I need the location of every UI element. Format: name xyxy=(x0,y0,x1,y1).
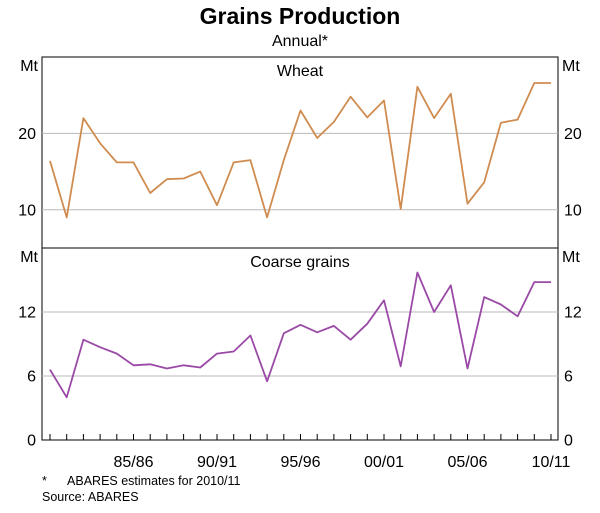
y-tick-label-left: 20 xyxy=(18,126,36,143)
y-tick-label-right: 6 xyxy=(564,369,573,386)
panel-0: 10 10 20 20 Mt Mt Wheat xyxy=(18,58,582,219)
x-tick-label: 00/01 xyxy=(364,454,404,471)
chart-title: Grains Production xyxy=(200,3,401,29)
y-tick-label-left: 6 xyxy=(27,369,36,386)
x-tick-label: 10/11 xyxy=(532,454,571,471)
footnote: * ABARES estimates for 2010/11 xyxy=(42,474,241,488)
x-tick-label: 85/86 xyxy=(113,454,153,471)
panel-1: 0 0 6 6 12 12 Mt Mt Coarse grains xyxy=(18,249,582,450)
y-tick-label-right: 10 xyxy=(564,202,582,219)
y-tick-label-right: 12 xyxy=(564,305,582,322)
source-note: Source: ABARES xyxy=(42,490,139,504)
y-unit-left: Mt xyxy=(20,58,38,75)
y-tick-label-right: 0 xyxy=(564,433,573,450)
panel-title: Wheat xyxy=(277,63,324,80)
y-unit-right: Mt xyxy=(562,249,580,266)
y-tick-label-left: 10 xyxy=(18,202,36,219)
x-tick-label: 05/06 xyxy=(447,454,487,471)
plot-area: 10 10 20 20 Mt Mt Wheat 0 0 6 6 12 12 Mt Mt Coarse grai… xyxy=(18,56,582,471)
y-unit-right: Mt xyxy=(562,58,580,75)
chart-subtitle: Annual* xyxy=(272,33,328,50)
series-line xyxy=(49,82,551,219)
x-tick-label: 95/96 xyxy=(280,454,320,471)
y-tick-label-right: 20 xyxy=(564,126,582,143)
footnote-marker: * xyxy=(42,474,47,488)
y-unit-left: Mt xyxy=(20,249,38,266)
y-tick-label-left: 12 xyxy=(18,305,36,322)
y-tick-label-left: 0 xyxy=(27,433,36,450)
panel-title: Coarse grains xyxy=(250,254,350,271)
footnote-text: ABARES estimates for 2010/11 xyxy=(67,474,241,488)
x-tick-label: 90/91 xyxy=(197,454,237,471)
series-line xyxy=(49,271,551,399)
